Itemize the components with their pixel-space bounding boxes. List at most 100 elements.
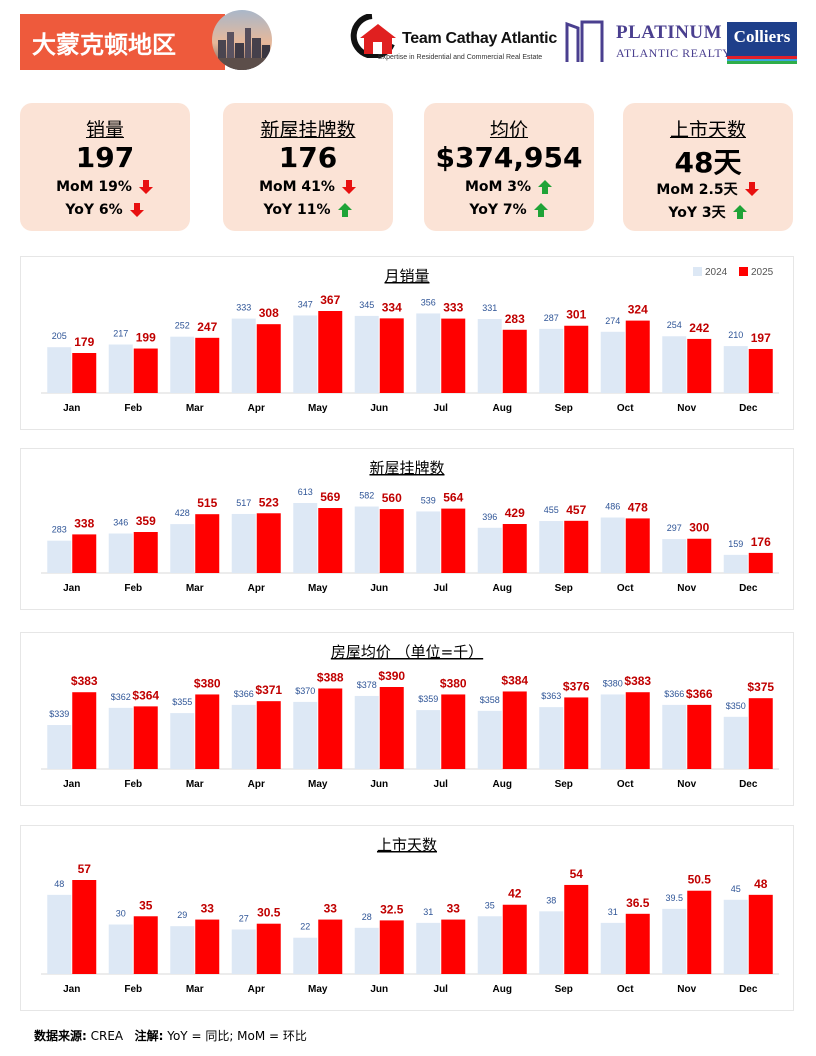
data-label-2025: $388 bbox=[317, 670, 344, 684]
data-label-2024: 254 bbox=[667, 320, 682, 330]
bar-2024-Jul bbox=[416, 313, 441, 393]
x-tick-label: Feb bbox=[124, 779, 142, 790]
data-label-2024: 205 bbox=[52, 331, 67, 341]
arrow-shape bbox=[732, 205, 747, 219]
bar-2025-May bbox=[318, 688, 343, 769]
kpi-yoy: YoY 6% bbox=[65, 202, 123, 218]
data-label-2025: $371 bbox=[255, 683, 282, 697]
bar-2025-Jun bbox=[379, 509, 404, 573]
bar-2025-Oct bbox=[625, 320, 650, 393]
platinum-name: PLATINUM bbox=[616, 22, 723, 43]
bar-2025-Sep bbox=[564, 520, 589, 573]
bar-2025-Sep bbox=[564, 697, 589, 769]
x-tick-label: Jan bbox=[63, 583, 80, 594]
data-label-2024: 347 bbox=[298, 299, 313, 309]
monthly-sales-chart: 月销量 2024 2025 205 179 Jan 217 199 Feb 252 247 Mar 33… bbox=[20, 256, 794, 430]
x-tick-label: Nov bbox=[677, 403, 696, 414]
x-tick-label: Mar bbox=[186, 984, 204, 995]
data-label-2024: 283 bbox=[52, 525, 67, 535]
x-tick-label: Dec bbox=[739, 583, 758, 594]
bar-2025-Apr bbox=[256, 513, 281, 573]
arrow-up-icon bbox=[337, 203, 352, 217]
kpi-mom: MoM 2.5天 bbox=[656, 182, 738, 198]
data-label-2025: 283 bbox=[505, 312, 525, 326]
data-label-2025: $380 bbox=[194, 676, 221, 690]
bar-2024-Dec bbox=[723, 899, 748, 974]
bar-2024-Nov bbox=[662, 539, 687, 573]
data-label-2025: 54 bbox=[570, 867, 584, 881]
bar-2025-Jan bbox=[72, 534, 97, 573]
bar-2024-Jun bbox=[354, 506, 379, 573]
bar-2024-Jan bbox=[47, 725, 72, 769]
arrow-shape bbox=[538, 180, 553, 194]
bar-2025-Aug bbox=[502, 904, 527, 974]
bar-2025-Oct bbox=[625, 518, 650, 573]
bar-2025-Apr bbox=[256, 701, 281, 769]
bar-2024-Oct bbox=[600, 922, 625, 974]
city-skyline-image bbox=[212, 10, 272, 70]
data-label-2025: 199 bbox=[136, 331, 156, 345]
x-tick-label: Feb bbox=[124, 583, 142, 594]
data-label-2025: 564 bbox=[443, 491, 463, 505]
bar-2024-Jul bbox=[416, 922, 441, 974]
arrow-shape bbox=[129, 203, 144, 217]
bar-2025-Dec bbox=[748, 348, 773, 393]
bar-2024-Dec bbox=[723, 346, 748, 393]
bar-2025-Jun bbox=[379, 920, 404, 974]
bar-2024-Feb bbox=[108, 344, 133, 393]
x-tick-label: Dec bbox=[739, 984, 758, 995]
data-label-2024: 331 bbox=[482, 303, 497, 313]
x-tick-label: Apr bbox=[248, 779, 265, 790]
data-label-2025: 478 bbox=[628, 500, 648, 514]
data-label-2024: 39.5 bbox=[665, 893, 683, 903]
x-tick-label: Jul bbox=[434, 779, 449, 790]
x-tick-label: Jan bbox=[63, 984, 80, 995]
kpi-mom-row: MoM 2.5天 bbox=[623, 179, 793, 199]
data-label-2025: 247 bbox=[197, 320, 217, 334]
data-label-2024: 428 bbox=[175, 508, 190, 518]
kpi-mom: MoM 41% bbox=[259, 179, 335, 195]
kpi-mom-row: MoM 41% bbox=[223, 179, 393, 195]
bar-2025-Jan bbox=[72, 880, 97, 974]
data-label-2024: $366 bbox=[234, 689, 254, 699]
bar-2024-Mar bbox=[170, 524, 195, 573]
platinum-sub: ATLANTIC REALTY bbox=[616, 46, 732, 60]
data-label-2025: 429 bbox=[505, 506, 525, 520]
kpi-label: 均价 bbox=[489, 119, 528, 141]
bar-2025-Mar bbox=[195, 694, 220, 769]
bar-2024-Apr bbox=[231, 513, 256, 573]
bar-2024-Aug bbox=[477, 916, 502, 974]
data-label-2024: 396 bbox=[482, 512, 497, 522]
x-tick-label: Apr bbox=[248, 403, 265, 414]
data-label-2025: 197 bbox=[751, 331, 771, 345]
x-tick-label: Jul bbox=[434, 403, 449, 414]
kpi-value: 48天 bbox=[674, 146, 742, 179]
bar-2024-Nov bbox=[662, 336, 687, 393]
kpi-yoy-row: YoY 7% bbox=[424, 202, 594, 218]
data-label-2024: $380 bbox=[603, 678, 623, 688]
bar-2024-Jan bbox=[47, 347, 72, 393]
kpi-yoy: YoY 7% bbox=[469, 202, 527, 218]
data-label-2025: 300 bbox=[689, 521, 709, 535]
x-tick-label: Apr bbox=[248, 583, 265, 594]
data-label-2025: 359 bbox=[136, 514, 156, 528]
data-label-2024: 356 bbox=[421, 297, 436, 307]
data-label-2024: 159 bbox=[728, 539, 743, 549]
kpi-yoy: YoY 3天 bbox=[668, 205, 726, 221]
data-label-2025: 308 bbox=[259, 306, 279, 320]
arrow-shape bbox=[138, 180, 153, 194]
data-label-2024: 31 bbox=[423, 907, 433, 917]
chart-title: 上市天数 bbox=[377, 836, 437, 854]
data-label-2024: $366 bbox=[664, 689, 684, 699]
bar-2024-Dec bbox=[723, 554, 748, 573]
data-label-2024: $358 bbox=[480, 695, 500, 705]
days-on-market-chart: 上市天数 48 57 Jan 30 35 Feb 29 33 Mar 27 30.5 Apr 22 33 Ma… bbox=[20, 825, 794, 1011]
x-tick-label: Dec bbox=[739, 403, 758, 414]
bar-2024-Mar bbox=[170, 336, 195, 393]
bar-2025-May bbox=[318, 508, 343, 573]
legend-label-2025: 2025 bbox=[751, 267, 774, 278]
bar-2025-Dec bbox=[748, 698, 773, 769]
average-price-chart: 房屋均价 （单位=千） $339 $383 Jan $362 $364 Feb $355 $38… bbox=[20, 632, 794, 806]
kpi-mom: MoM 19% bbox=[56, 179, 132, 195]
data-label-2025: $366 bbox=[686, 687, 713, 701]
